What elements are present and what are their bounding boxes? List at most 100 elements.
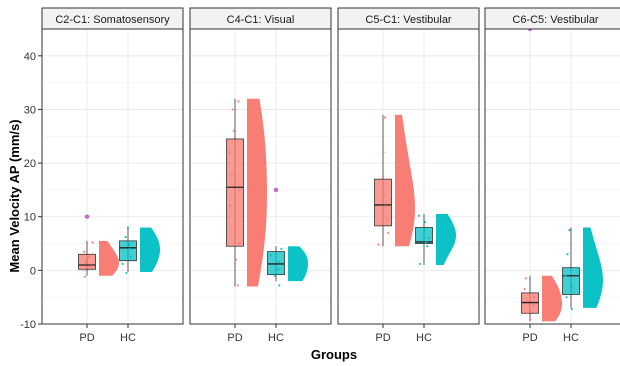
- data-point: [273, 274, 277, 277]
- data-point: [417, 214, 420, 217]
- data-point: [234, 258, 238, 261]
- data-point: [269, 254, 272, 257]
- panel-marks: [374, 114, 456, 266]
- facet-strip-label: C4-C1: Visual: [227, 14, 295, 26]
- data-point: [280, 247, 283, 251]
- x-tick-label: HC: [563, 332, 579, 344]
- y-tick-label: 20: [24, 158, 36, 170]
- x-tick-label: PD: [522, 332, 537, 344]
- density-cloud-hc: [436, 214, 456, 265]
- data-point: [571, 285, 574, 288]
- data-point: [278, 284, 281, 287]
- data-point: [126, 226, 129, 229]
- data-point: [91, 241, 94, 244]
- data-point: [423, 229, 426, 232]
- box-pd: [226, 138, 244, 247]
- outlier-point: [527, 29, 533, 32]
- density-cloud-hc: [583, 227, 603, 308]
- data-point: [424, 241, 427, 244]
- data-point: [575, 266, 579, 269]
- box-hc: [415, 227, 433, 244]
- x-tick-label: HC: [416, 332, 432, 344]
- data-point: [526, 312, 529, 315]
- box-pd: [78, 253, 96, 270]
- data-point: [423, 220, 427, 224]
- data-point: [570, 307, 573, 311]
- y-tick-label: 10: [24, 212, 36, 224]
- data-point: [238, 188, 241, 192]
- data-point: [529, 318, 532, 321]
- data-point: [568, 229, 571, 232]
- panel-marks: [226, 98, 308, 287]
- data-point: [383, 116, 387, 119]
- x-tick-label: PD: [79, 332, 94, 344]
- data-point: [524, 277, 527, 280]
- data-point: [84, 261, 87, 264]
- facet-strip-label: C6-C5: Vestibular: [512, 14, 599, 26]
- data-point: [532, 304, 535, 307]
- data-point: [277, 261, 281, 264]
- facet-strip-label: C2-C1: Somatosensory: [55, 14, 170, 26]
- data-point: [82, 250, 86, 253]
- data-point: [124, 236, 127, 239]
- x-tick-label: HC: [268, 332, 284, 344]
- y-axis-title: Mean Velocity AP (mm/s): [7, 119, 22, 272]
- data-point: [386, 218, 389, 221]
- data-point: [128, 243, 131, 246]
- x-tick-label: PD: [375, 332, 390, 344]
- panel-background: [42, 29, 183, 324]
- facet-strip-label: C5-C1: Vestibular: [365, 14, 452, 26]
- facet-panel: C2-C1: Somatosensory PD HC: [41, 7, 184, 344]
- data-point: [565, 296, 568, 299]
- density-cloud-pd: [542, 275, 562, 322]
- x-tick-label: HC: [120, 332, 136, 344]
- box-hc: [562, 267, 580, 295]
- data-point: [83, 275, 87, 278]
- x-tick-label: PD: [227, 332, 242, 344]
- data-point: [426, 245, 429, 248]
- panel-marks: [521, 29, 603, 322]
- box-pd: [374, 178, 392, 227]
- data-point: [382, 194, 386, 197]
- data-point: [232, 129, 236, 133]
- data-point: [234, 226, 237, 229]
- data-point: [129, 255, 132, 259]
- y-tick-label: 40: [24, 51, 36, 63]
- facet-panel: C5-C1: Vestibular PD HC: [337, 7, 480, 344]
- data-point: [523, 288, 526, 291]
- data-point: [382, 175, 385, 178]
- data-point: [230, 172, 234, 175]
- data-point: [91, 264, 94, 268]
- data-point: [277, 268, 280, 271]
- data-point: [377, 243, 380, 246]
- density-cloud-hc: [288, 246, 308, 282]
- density-cloud-hc: [140, 227, 160, 272]
- data-point: [236, 284, 239, 287]
- facet-panel: C4-C1: Visual PD HC: [189, 7, 332, 344]
- data-point: [532, 296, 536, 299]
- facet-strip: [484, 7, 620, 30]
- data-point: [564, 274, 567, 277]
- data-point: [387, 231, 390, 234]
- x-axis-title: Groups: [311, 347, 357, 362]
- y-tick-label: -10: [20, 319, 36, 331]
- facet-strip: [189, 7, 332, 30]
- panel-marks: [78, 214, 160, 278]
- y-tick-label: 0: [30, 265, 36, 277]
- density-cloud-pd: [247, 98, 267, 287]
- box-hc: [119, 240, 137, 262]
- facet-strip: [41, 7, 184, 30]
- outlier-point: [84, 214, 90, 219]
- data-point: [128, 247, 131, 251]
- outlier-point: [273, 187, 279, 193]
- data-point: [231, 108, 234, 111]
- y-tick-label: 30: [24, 104, 36, 116]
- data-point: [418, 262, 422, 266]
- density-cloud-pd: [99, 240, 119, 276]
- data-point: [384, 204, 387, 208]
- facet-panel: C6-C5: Vestibular PD HC: [484, 7, 620, 344]
- data-point: [228, 151, 231, 154]
- data-point: [125, 271, 128, 275]
- density-cloud-pd: [395, 114, 415, 247]
